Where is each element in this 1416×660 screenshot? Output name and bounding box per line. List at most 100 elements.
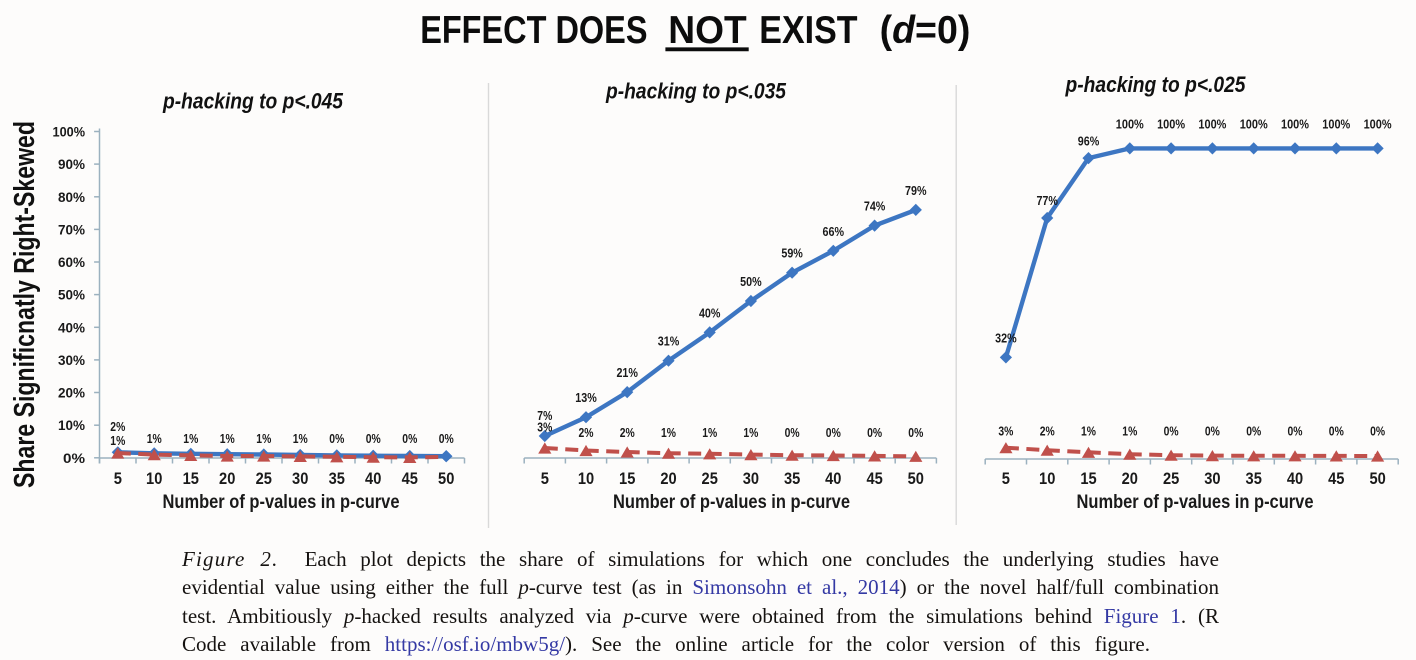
svg-text:5: 5: [541, 470, 549, 488]
svg-text:0%: 0%: [329, 432, 344, 446]
svg-text:45: 45: [1328, 470, 1344, 488]
svg-text:50: 50: [438, 470, 454, 488]
svg-text:0%: 0%: [908, 426, 923, 440]
svg-text:3%: 3%: [998, 425, 1013, 439]
svg-text:70%: 70%: [58, 221, 86, 237]
svg-text:0%: 0%: [1288, 425, 1303, 439]
svg-text:Number of p-values in p-curve: Number of p-values in p-curve: [163, 491, 400, 513]
svg-text:21%: 21%: [616, 366, 638, 380]
svg-text:80%: 80%: [58, 189, 86, 205]
svg-text:0%: 0%: [826, 426, 841, 440]
svg-text:NOT: NOT: [668, 9, 747, 52]
svg-text:25: 25: [256, 470, 272, 488]
svg-text:66%: 66%: [823, 225, 845, 239]
svg-text:p-hacking to p<.025: p-hacking to p<.025: [1065, 72, 1246, 97]
svg-text:1%: 1%: [110, 434, 125, 448]
svg-text:50%: 50%: [740, 275, 762, 289]
svg-text:0%: 0%: [1246, 425, 1261, 439]
svg-text:1%: 1%: [1122, 425, 1137, 439]
svg-text:74%: 74%: [864, 200, 886, 214]
svg-text:20: 20: [660, 470, 676, 488]
svg-text:40: 40: [1287, 470, 1303, 488]
svg-text:30: 30: [743, 470, 759, 488]
svg-text:35: 35: [329, 470, 345, 488]
svg-text:7%: 7%: [537, 409, 552, 423]
svg-text:0%: 0%: [439, 432, 454, 446]
svg-text:100%: 100%: [53, 124, 86, 140]
svg-text:2%: 2%: [620, 426, 635, 440]
svg-text:40: 40: [365, 470, 381, 488]
svg-text:35: 35: [784, 470, 800, 488]
svg-text:(d=0): (d=0): [880, 8, 971, 52]
svg-text:79%: 79%: [905, 184, 927, 198]
svg-text:40%: 40%: [58, 319, 86, 335]
svg-text:30: 30: [292, 470, 308, 488]
svg-text:1%: 1%: [293, 432, 308, 446]
svg-text:59%: 59%: [781, 247, 803, 261]
svg-text:50: 50: [908, 470, 924, 488]
svg-text:0%: 0%: [785, 426, 800, 440]
svg-text:15: 15: [183, 470, 199, 488]
svg-text:1%: 1%: [661, 426, 676, 440]
svg-text:50%: 50%: [58, 287, 86, 303]
svg-text:10: 10: [578, 470, 594, 488]
svg-text:77%: 77%: [1036, 194, 1058, 208]
svg-text:0%: 0%: [1370, 425, 1385, 439]
svg-text:20: 20: [219, 470, 235, 488]
svg-text:2%: 2%: [579, 426, 594, 440]
svg-text:3%: 3%: [537, 421, 552, 435]
svg-text:100%: 100%: [1198, 118, 1226, 132]
svg-text:5: 5: [114, 470, 122, 488]
svg-text:10%: 10%: [58, 417, 86, 433]
svg-text:EXIST: EXIST: [759, 9, 857, 52]
svg-text:p-hacking to p<.035: p-hacking to p<.035: [605, 78, 786, 103]
svg-text:0%: 0%: [867, 426, 882, 440]
svg-text:30: 30: [1204, 470, 1220, 488]
svg-text:0%: 0%: [1164, 425, 1179, 439]
svg-text:5: 5: [1002, 470, 1010, 488]
svg-text:45: 45: [866, 470, 882, 488]
svg-text:1%: 1%: [702, 426, 717, 440]
svg-text:25: 25: [702, 470, 718, 488]
svg-text:1%: 1%: [183, 432, 198, 446]
svg-text:20: 20: [1122, 470, 1138, 488]
svg-text:40%: 40%: [699, 306, 721, 320]
svg-text:1%: 1%: [256, 432, 271, 446]
svg-text:Number of p-values in p-curve: Number of p-values in p-curve: [613, 491, 850, 513]
svg-text:100%: 100%: [1281, 118, 1309, 132]
svg-text:0%: 0%: [402, 432, 417, 446]
svg-text:100%: 100%: [1322, 118, 1350, 132]
svg-text:15: 15: [619, 470, 635, 488]
svg-text:13%: 13%: [575, 391, 597, 405]
svg-text:1%: 1%: [1081, 425, 1096, 439]
svg-text:30%: 30%: [58, 352, 86, 368]
svg-text:96%: 96%: [1078, 135, 1100, 149]
svg-text:Share Significnatly Right-Skew: Share Significnatly Right-Skewed: [9, 121, 41, 488]
svg-text:100%: 100%: [1116, 118, 1144, 132]
svg-text:32%: 32%: [995, 332, 1017, 346]
svg-text:15: 15: [1080, 470, 1096, 488]
svg-text:60%: 60%: [58, 254, 86, 270]
svg-text:90%: 90%: [58, 156, 86, 172]
svg-text:1%: 1%: [147, 432, 162, 446]
svg-text:100%: 100%: [1240, 118, 1268, 132]
svg-text:1%: 1%: [743, 426, 758, 440]
svg-text:0%: 0%: [366, 432, 381, 446]
svg-text:2%: 2%: [110, 420, 125, 434]
svg-text:31%: 31%: [658, 335, 680, 349]
svg-text:p-hacking to p<.045: p-hacking to p<.045: [162, 88, 343, 113]
svg-text:10: 10: [1039, 470, 1055, 488]
svg-text:45: 45: [402, 470, 418, 488]
svg-text:25: 25: [1163, 470, 1179, 488]
svg-text:10: 10: [146, 470, 162, 488]
svg-text:20%: 20%: [58, 385, 86, 401]
svg-text:0%: 0%: [1329, 425, 1344, 439]
svg-text:100%: 100%: [1364, 118, 1392, 132]
svg-text:35: 35: [1246, 470, 1262, 488]
svg-text:2%: 2%: [1040, 425, 1055, 439]
svg-text:0%: 0%: [63, 450, 86, 466]
svg-text:0%: 0%: [1205, 425, 1220, 439]
svg-text:100%: 100%: [1157, 118, 1185, 132]
svg-text:Number of p-values in p-curve: Number of p-values in p-curve: [1077, 491, 1314, 513]
svg-text:1%: 1%: [220, 432, 235, 446]
